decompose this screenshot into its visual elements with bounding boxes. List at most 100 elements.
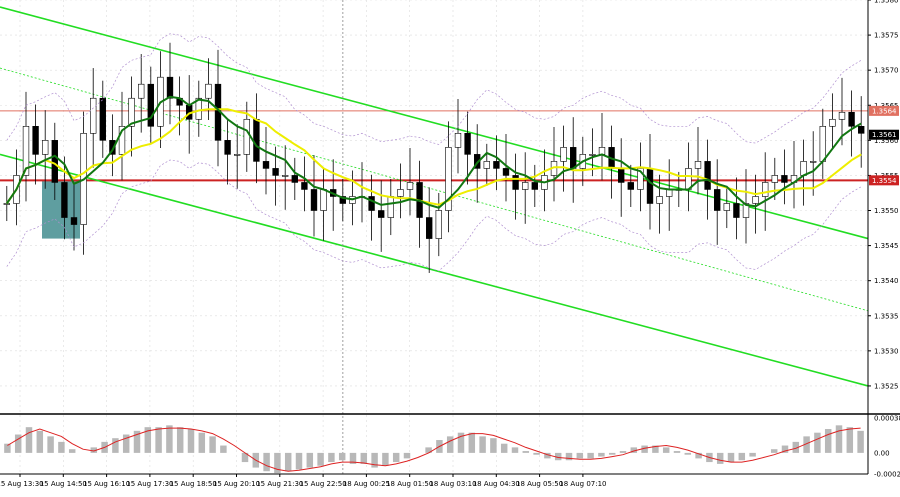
candle-body [483, 161, 490, 169]
candle-body [195, 97, 202, 120]
candle-body [771, 175, 778, 183]
candle-body [224, 140, 231, 155]
candle-body [253, 118, 260, 162]
candle-body [406, 182, 414, 190]
candle-body [531, 182, 538, 190]
candle-body [838, 111, 846, 120]
candle-body [560, 147, 567, 162]
price-tick-label: 1.3535 [874, 312, 899, 320]
candle-body [301, 182, 308, 190]
macd-tick-label: -0.00023 [874, 471, 900, 479]
price-label-bg [869, 105, 899, 116]
time-tick-label: 18 Aug 03:10 [429, 480, 476, 488]
time-tick-label: 15 Aug 17:30 [126, 480, 173, 488]
price-label: 1.3561 [872, 131, 897, 139]
candle-body [512, 175, 519, 190]
candle-body [205, 83, 212, 99]
price-label-bg [869, 129, 899, 140]
price-tick-label: 1.3565 [874, 102, 899, 110]
candle-body [646, 168, 654, 204]
candle-body [70, 217, 78, 225]
time-tick-label: 15 Aug 20:10 [213, 480, 260, 488]
candle-body [656, 196, 663, 204]
candle-body [810, 161, 817, 163]
macd-signal-line [7, 427, 861, 472]
candle-body [282, 175, 289, 177]
candle-body [762, 182, 769, 197]
candle-body [426, 217, 433, 239]
time-tick-label: 18 Aug 05:50 [516, 480, 563, 488]
price-tick-label: 1.3540 [874, 277, 899, 285]
candle-body [90, 97, 97, 134]
candle-body [262, 161, 270, 169]
price-label: 1.3564 [872, 107, 897, 115]
price-tick-label: 1.3580 [874, 0, 899, 5]
price-tick-label: 1.3575 [874, 32, 899, 40]
price-tick-label: 1.3525 [874, 382, 899, 390]
price-tick-label: 1.3560 [874, 137, 899, 145]
candle-body [704, 161, 711, 190]
candle-body [272, 168, 279, 176]
time-tick-label: 18 Aug 04:30 [473, 480, 520, 488]
candle-body [618, 168, 625, 183]
candle-body [147, 83, 154, 127]
channel-line [0, 153, 869, 387]
candle-body [454, 133, 462, 148]
candle-body [234, 154, 241, 156]
candle-body [138, 83, 145, 99]
candle-body [829, 118, 836, 127]
candle-body [723, 203, 730, 211]
candle-body [752, 196, 759, 204]
price-tick-label: 1.3545 [874, 242, 899, 250]
candle-body [22, 126, 30, 176]
time-tick-label: 15 Aug 21:30 [256, 480, 303, 488]
candle-body [627, 182, 634, 190]
candle-body [742, 203, 750, 218]
candle-body [378, 210, 385, 218]
time-tick-label: 18 Aug 07:10 [559, 480, 606, 488]
time-tick-label: 18 Aug 01:50 [386, 480, 433, 488]
price-label-bg [869, 175, 899, 186]
candle-body [435, 210, 442, 239]
candle-body [589, 154, 596, 156]
price-label: 1.3554 [872, 177, 897, 185]
candle-body [118, 126, 126, 155]
candle-body [42, 140, 49, 155]
price-tick-label: 1.3570 [874, 67, 899, 75]
candle-body [339, 196, 346, 204]
time-tick-label: 15 Aug 13:30 [0, 480, 44, 488]
bollinger-lower [6, 159, 862, 272]
candle-body [570, 147, 577, 169]
candle-body [781, 175, 788, 183]
candle-body [243, 118, 250, 155]
candle-body [166, 76, 174, 99]
time-tick-label: 15 Aug 16:10 [83, 480, 130, 488]
candle-body [733, 203, 740, 218]
candle-body [714, 189, 721, 211]
candle-body [637, 168, 644, 190]
candle-body [128, 97, 135, 127]
bollinger-upper [6, 33, 862, 145]
candle-body [320, 189, 327, 211]
candle-body [464, 133, 471, 155]
candle-body [522, 182, 529, 190]
time-tick-label: 15 Aug 14:50 [40, 480, 87, 488]
candle-body [800, 161, 807, 176]
channel-line [0, 6, 869, 240]
candle-body [397, 189, 404, 197]
candle-body [51, 140, 58, 183]
macd-tick-label: 0.00038 [874, 415, 900, 423]
ma-fast-line [5, 95, 862, 209]
candle-body [685, 168, 692, 190]
candle-body [109, 140, 116, 155]
candle-body [387, 196, 394, 218]
candle-body [445, 147, 452, 211]
time-tick-label: 18 Aug 00:25 [343, 480, 390, 488]
candle-body [3, 203, 10, 205]
candle-body [99, 97, 106, 141]
candle-body [848, 111, 855, 127]
candle-body [291, 175, 298, 183]
candle-body [819, 126, 826, 162]
